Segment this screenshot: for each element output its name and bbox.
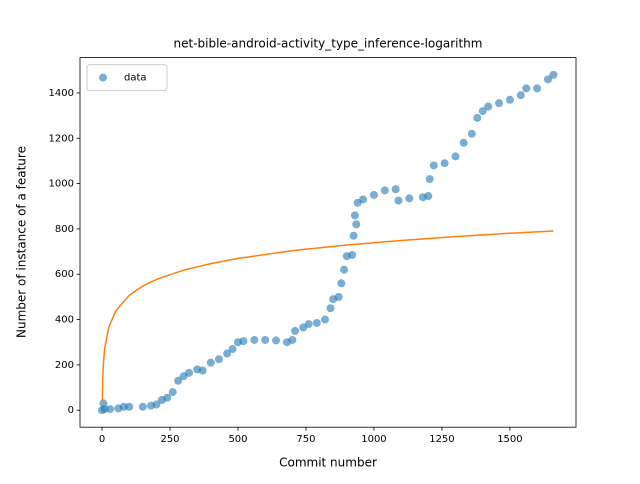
x-tick-label: 1250 xyxy=(429,434,454,445)
data-point xyxy=(429,161,438,170)
data-point xyxy=(223,349,232,358)
fit-line xyxy=(101,230,554,401)
legend-marker xyxy=(99,73,107,82)
data-point xyxy=(533,84,542,93)
data-point xyxy=(312,318,321,327)
legend-box xyxy=(86,64,168,92)
y-tick-label: 400 xyxy=(55,315,74,326)
legend-label: data xyxy=(124,73,147,84)
data-point xyxy=(321,315,330,324)
data-point xyxy=(359,195,368,204)
data-point xyxy=(543,75,552,84)
data-point xyxy=(394,196,403,205)
y-axis-label: Number of instance of a feature xyxy=(15,146,29,338)
data-point xyxy=(451,152,460,161)
data-point xyxy=(467,129,476,138)
chart-title: net-bible-android-activity_type_inferenc… xyxy=(174,37,483,51)
data-point xyxy=(340,265,349,274)
data-point xyxy=(214,355,223,364)
data-point xyxy=(405,194,414,203)
data-point xyxy=(174,376,183,385)
data-point xyxy=(168,388,177,397)
data-point xyxy=(206,358,215,367)
data-point xyxy=(348,250,357,259)
data-point xyxy=(239,337,248,346)
data-point xyxy=(352,220,361,229)
data-point xyxy=(473,113,482,122)
data-point xyxy=(250,335,259,344)
data-point xyxy=(163,393,172,402)
y-tick-label: 800 xyxy=(55,224,74,235)
data-point xyxy=(522,84,531,93)
data-point xyxy=(478,107,487,116)
data-point xyxy=(424,192,433,201)
data-point xyxy=(152,400,161,409)
x-axis-label: Commit number xyxy=(279,456,377,470)
data-point xyxy=(484,102,493,111)
data-point xyxy=(138,402,147,411)
data-point xyxy=(369,190,378,199)
x-tick-label: 750 xyxy=(296,434,315,445)
data-point xyxy=(425,175,434,184)
data-point xyxy=(304,320,313,329)
data-point xyxy=(334,292,343,301)
y-tick-label: 1400 xyxy=(49,88,74,99)
axes-frame xyxy=(79,57,577,428)
data-point xyxy=(391,185,400,194)
data-point xyxy=(350,211,359,220)
data-point xyxy=(198,366,207,375)
data-point xyxy=(185,368,194,377)
data-point xyxy=(106,405,115,414)
x-tick-label: 1500 xyxy=(497,434,522,445)
y-tick-label: 1200 xyxy=(49,133,74,144)
x-tick-label: 0 xyxy=(99,434,105,445)
data-point xyxy=(349,231,358,240)
y-tick-label: 200 xyxy=(55,360,74,371)
data-point xyxy=(495,99,504,108)
data-point xyxy=(516,91,525,100)
data-point xyxy=(288,335,297,344)
y-tick-label: 1000 xyxy=(49,179,74,190)
data-point xyxy=(291,326,300,335)
data-point xyxy=(125,402,134,411)
data-point xyxy=(505,95,514,104)
x-tick-label: 250 xyxy=(160,434,179,445)
y-tick-label: 600 xyxy=(55,269,74,280)
data-point xyxy=(459,138,468,147)
y-tick-label: 0 xyxy=(68,405,74,416)
data-point xyxy=(272,336,281,345)
data-point xyxy=(337,279,346,288)
data-point xyxy=(380,186,389,195)
x-tick-label: 500 xyxy=(228,434,247,445)
data-point xyxy=(440,159,449,168)
plot-area xyxy=(98,70,558,415)
data-point xyxy=(228,345,237,354)
x-tick-label: 1000 xyxy=(361,434,386,445)
data-point xyxy=(326,304,335,313)
data-point xyxy=(261,335,270,344)
data-point xyxy=(549,70,558,79)
